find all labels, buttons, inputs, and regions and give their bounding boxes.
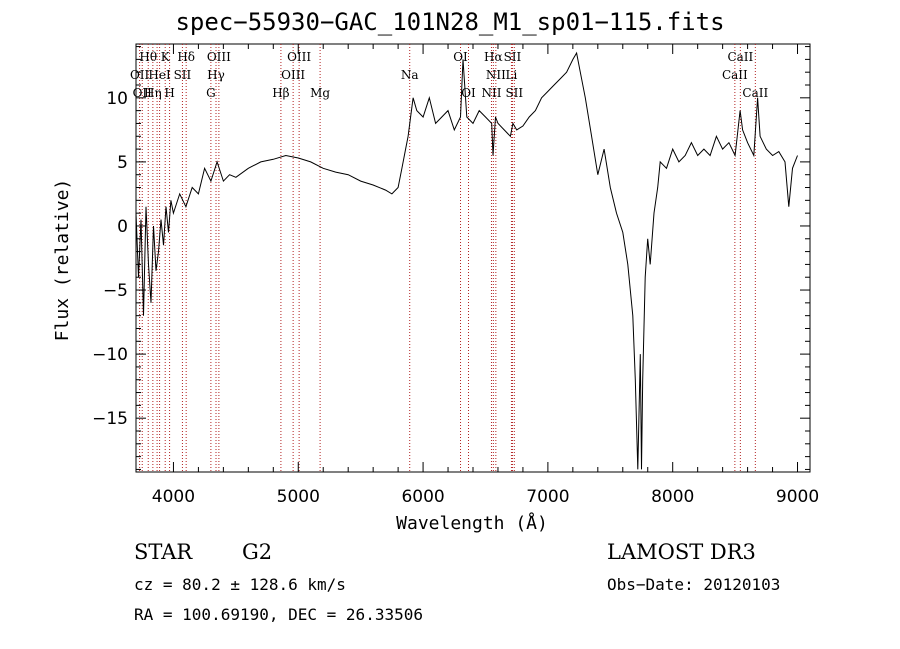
line-label: CaII xyxy=(742,86,768,100)
axis-ticks xyxy=(136,44,810,472)
x-tick-label: 4000 xyxy=(152,487,195,507)
survey-name: LAMOST DR3 xyxy=(607,540,756,564)
line-markers xyxy=(139,44,756,472)
x-tick-label: 6000 xyxy=(401,487,444,507)
chart-title: spec−55930−GAC_101N28_M1_sp01−115.fits xyxy=(175,8,725,36)
flux-series xyxy=(135,51,798,470)
object-class: STAR xyxy=(134,540,193,564)
line-label: Hγ xyxy=(207,68,225,82)
line-label: OIII xyxy=(207,50,231,64)
tick-labels: 4000 5000 6000 7000 8000 9000 −15 −10 −5 0 5 10 xyxy=(92,89,819,507)
y-tick-label: 0 xyxy=(117,217,128,237)
x-tick-label: 5000 xyxy=(277,487,320,507)
line-label: SII xyxy=(174,68,192,82)
line-label: OI xyxy=(461,86,476,100)
line-label: OII xyxy=(133,86,153,100)
line-label: Na xyxy=(401,68,419,82)
line-label: Mg xyxy=(310,86,330,100)
line-label: CaII xyxy=(727,50,753,64)
line-label: SII xyxy=(505,86,523,100)
line-label: K xyxy=(161,50,171,64)
x-tick-label: 7000 xyxy=(526,487,569,507)
plot-frame xyxy=(135,43,811,473)
line-label: OIII xyxy=(281,68,305,82)
line-label: CaII xyxy=(722,68,748,82)
line-label: NII xyxy=(486,68,506,82)
line-label: Li xyxy=(506,68,518,82)
y-tick-label: 10 xyxy=(106,89,128,109)
x-tick-label: 9000 xyxy=(776,487,819,507)
line-label: Hδ xyxy=(177,50,195,64)
line-label: HeI xyxy=(148,68,171,82)
line-label: NII xyxy=(481,86,501,100)
x-axis-label: Wavelength (Å) xyxy=(396,512,548,534)
line-label: OII xyxy=(130,68,150,82)
y-tick-label: −5 xyxy=(103,281,128,301)
y-axis-label: Flux (relative) xyxy=(52,179,73,342)
redshift-text: cz = 80.2 ± 128.6 km/s xyxy=(134,575,346,594)
y-tick-label: −15 xyxy=(92,409,128,429)
coordinates: RA = 100.69190, DEC = 26.33506 xyxy=(134,605,423,624)
line-label: OIII xyxy=(287,50,311,64)
x-tick-label: 8000 xyxy=(651,487,694,507)
line-label: Hη xyxy=(144,86,162,100)
line-label: Hθ xyxy=(139,50,157,64)
y-tick-label: 5 xyxy=(117,153,128,173)
line-label: OI xyxy=(453,50,468,64)
obs-date: Obs−Date: 20120103 xyxy=(607,575,781,594)
line-label: Hα xyxy=(484,50,503,64)
line-label: H xyxy=(164,86,174,100)
line-label: Hβ xyxy=(272,86,289,100)
y-tick-label: −10 xyxy=(92,345,128,365)
line-label: SII xyxy=(504,50,522,64)
object-subclass: G2 xyxy=(242,540,273,564)
line-label: G xyxy=(206,86,216,100)
